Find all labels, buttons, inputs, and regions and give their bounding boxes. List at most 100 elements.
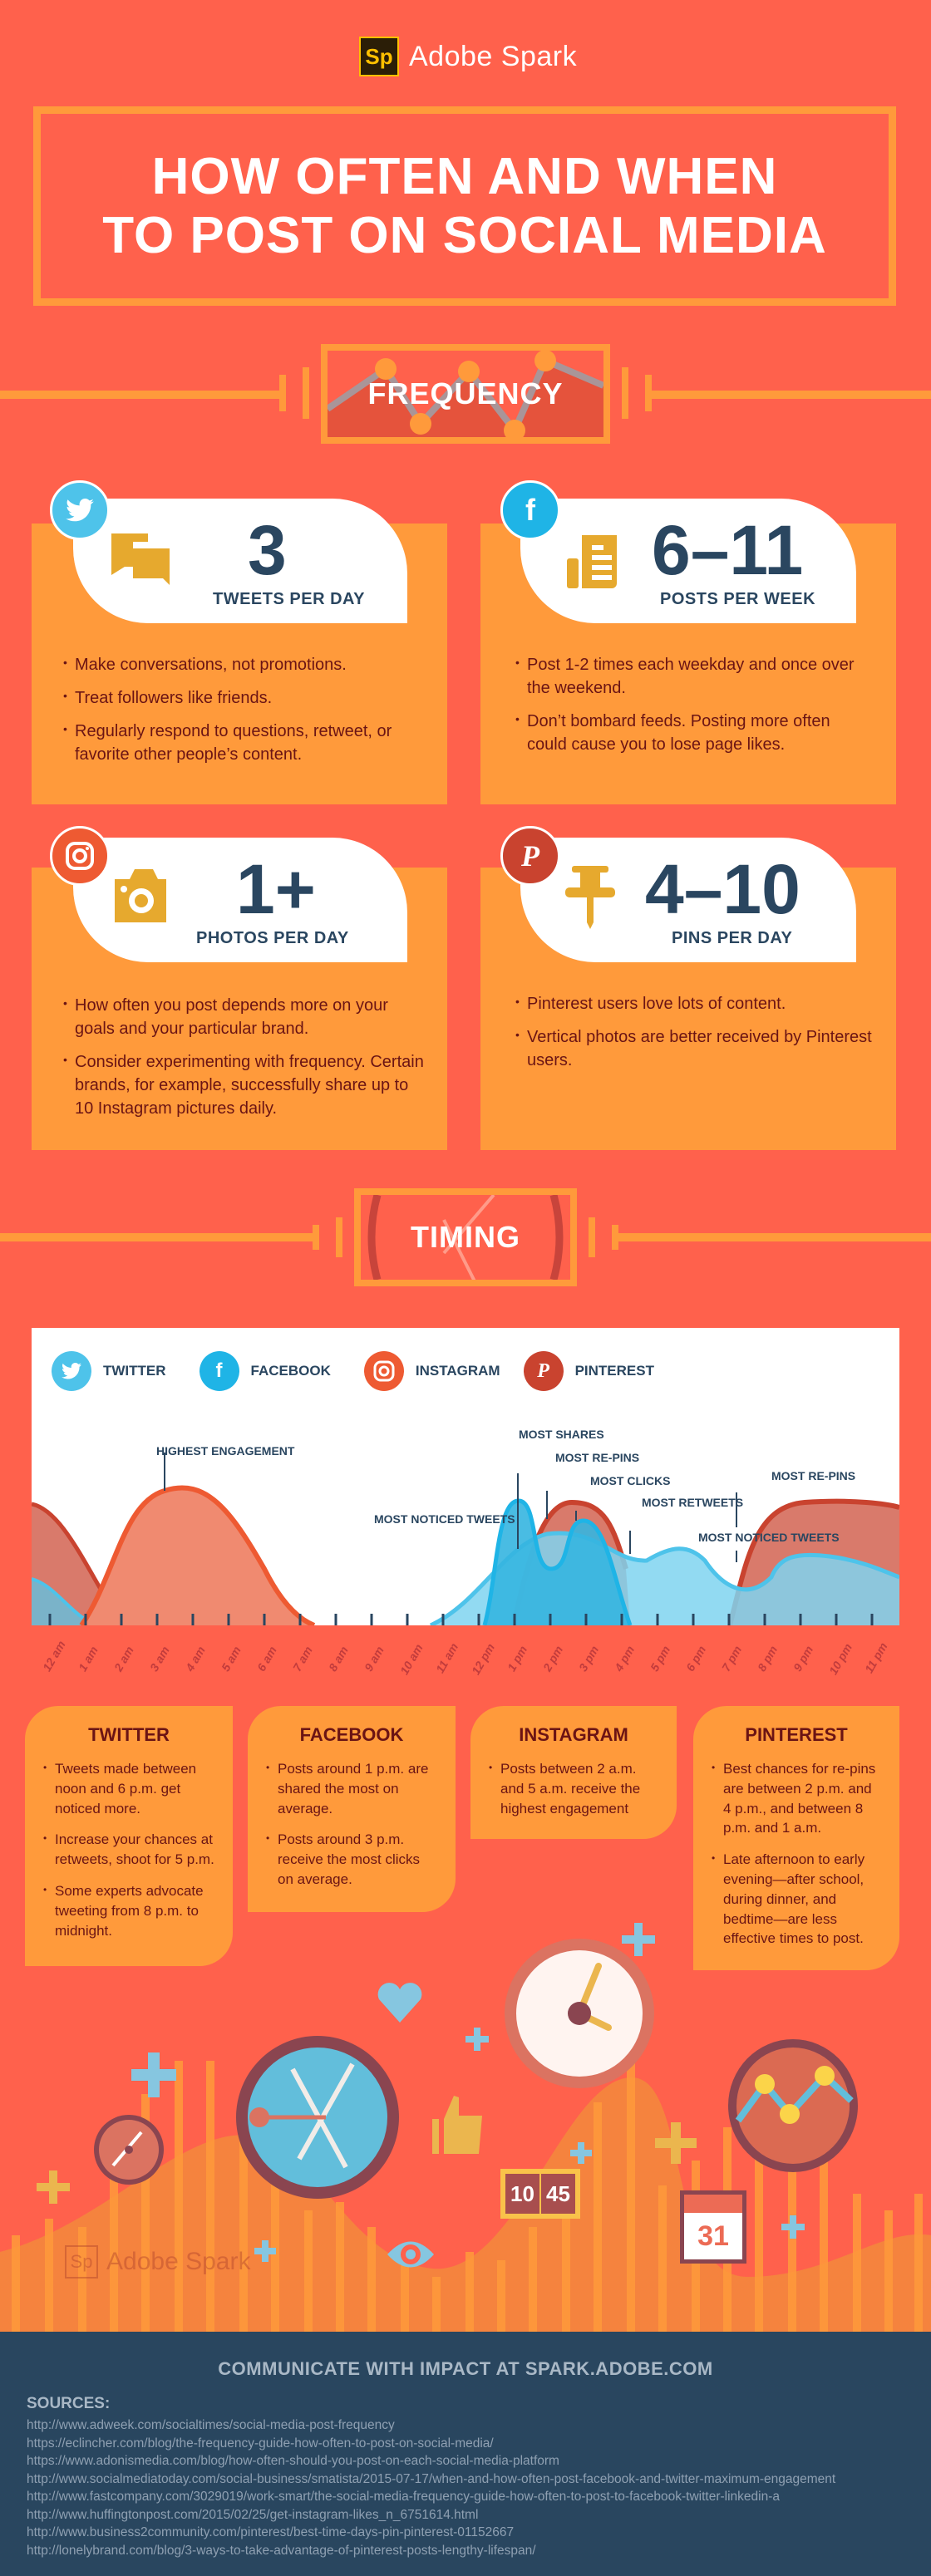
x-label: 7 pm (719, 1643, 745, 1674)
bullet: Treat followers like friends. (63, 686, 421, 710)
legend-label: FACEBOOK (250, 1363, 331, 1379)
x-axis-ticks (32, 1610, 899, 1625)
flip-clock-hours: 10 (505, 2174, 539, 2214)
annotation-highest-engagement: HIGHEST ENGAGEMENT (156, 1444, 295, 1458)
source-link[interactable]: http://www.adweek.com/socialtimes/social… (27, 2418, 395, 2432)
plus-icon (622, 1923, 655, 1956)
footer-cta-link[interactable]: COMMUNICATE WITH IMPACT AT SPARK.ADOBE.C… (218, 2358, 713, 2379)
pinterest-glyph: P (521, 839, 539, 873)
tip: Tweets made between noon and 6 p.m. get … (43, 1759, 214, 1818)
source-link[interactable]: http://www.business2community.com/pinter… (27, 2525, 515, 2539)
tip-card-title: TWITTER (88, 1724, 170, 1745)
timing-label-box: TIMING (354, 1188, 577, 1286)
pushpin-icon (565, 866, 615, 933)
annotation-most-retweets: MOST RETWEETS (642, 1496, 744, 1509)
annotation-most-shares: MOST SHARES (519, 1428, 604, 1441)
x-label: 5 pm (648, 1643, 673, 1674)
divider-right (615, 1233, 931, 1241)
bullet: Make conversations, not promotions. (63, 653, 421, 676)
legend-item-twitter: TWITTER (52, 1351, 166, 1391)
facebook-icon: f (199, 1351, 239, 1391)
stat-number-pinterest: 4–10 (645, 850, 800, 928)
tip: Posts around 3 p.m. receive the most cli… (266, 1830, 437, 1889)
legend-item-facebook: f FACEBOOK (199, 1351, 331, 1391)
timing-chart-panel: TWITTER f FACEBOOK INSTAGRAM P PINTEREST (32, 1328, 899, 1625)
stat-unit-pinterest: PINS PER DAY (672, 929, 793, 947)
chart-legend: TWITTER f FACEBOOK INSTAGRAM P PINTEREST (52, 1351, 676, 1391)
bullet: How often you post depends more on your … (63, 994, 429, 1040)
source-link[interactable]: https://eclincher.com/blog/the-frequency… (27, 2436, 494, 2451)
x-label: 1 pm (505, 1643, 530, 1674)
page-title-line-2: TO POST ON SOCIAL MEDIA (102, 207, 827, 264)
page-title-line-1: HOW OFTEN AND WHEN (151, 147, 778, 205)
divider-tick (303, 367, 309, 419)
camera-icon (115, 869, 168, 927)
tip: Posts around 1 p.m. are shared the most … (266, 1759, 437, 1818)
instagram-icon (50, 826, 110, 886)
x-label: 3 pm (576, 1643, 602, 1674)
pinterest-icon: P (523, 1351, 564, 1391)
plus-icon (131, 2052, 176, 2097)
source-link[interactable]: https://www.adonismedia.com/blog/how-oft… (27, 2454, 559, 2468)
instagram-icon (363, 1351, 404, 1391)
x-label: 8 am (326, 1644, 351, 1674)
x-label: 2 pm (540, 1643, 566, 1674)
annotation-most-repins-evening: MOST RE-PINS (771, 1469, 856, 1482)
x-label: 12 pm (469, 1640, 498, 1677)
source-link[interactable]: http://www.socialmediatoday.com/social-b… (27, 2471, 836, 2486)
x-label: 12 am (40, 1638, 68, 1674)
adobe-spark-badge-icon: Sp (65, 2245, 98, 2279)
trend-chart-icon (728, 2039, 858, 2172)
stat-pill-facebook: 6–11 POSTS PER WEEK (520, 499, 856, 623)
footer: COMMUNICATE WITH IMPACT AT SPARK.ADOBE.C… (0, 2332, 931, 2576)
source-link[interactable]: http://www.huffingtonpost.com/2015/02/25… (27, 2507, 479, 2522)
divider-left (0, 391, 283, 399)
pinterest-icon: P (500, 826, 560, 886)
legend-label: PINTEREST (574, 1363, 654, 1379)
chat-bubbles-icon (111, 533, 171, 592)
x-label: 4 pm (612, 1643, 638, 1674)
tip-card-title: PINTEREST (745, 1724, 848, 1745)
tip: Posts between 2 a.m. and 5 a.m. receive … (489, 1759, 658, 1818)
calendar-icon: 31 (680, 2190, 746, 2264)
divider-left (0, 1233, 316, 1241)
calendar-day: 31 (684, 2213, 742, 2259)
x-label: 1 am (76, 1644, 101, 1674)
eye-icon (387, 2241, 434, 2268)
divider-tick (279, 375, 286, 411)
tip: Some experts advocate tweeting from 8 p.… (43, 1881, 214, 1940)
twitter-frequency-bullets: Make conversations, not promotions. Trea… (63, 653, 421, 776)
tip-list: Posts between 2 a.m. and 5 a.m. receive … (489, 1759, 658, 1818)
bullet: Don’t bombard feeds. Posting more often … (515, 710, 873, 756)
x-label: 6 pm (683, 1643, 709, 1674)
stat-pill-instagram: 1+ PHOTOS PER DAY (73, 838, 407, 962)
stat-unit-twitter: TWEETS PER DAY (213, 590, 365, 608)
heart-icon (377, 1983, 422, 2023)
flip-clock-minutes: 45 (541, 2174, 575, 2214)
tip-card-title: FACEBOOK (299, 1724, 404, 1745)
facebook-glyph: f (525, 493, 535, 527)
sources-title: SOURCES: (27, 2395, 111, 2412)
tip: Late afternoon to early evening—after sc… (712, 1850, 881, 1949)
divider-tick (622, 367, 628, 419)
bullet: Pinterest users love lots of content. (515, 992, 881, 1015)
brand-logo: Sp Adobe Spark (359, 37, 577, 76)
facebook-frequency-bullets: Post 1-2 times each weekday and once ove… (515, 653, 873, 766)
x-label: 6 am (254, 1644, 279, 1674)
tip-list: Posts around 1 p.m. are shared the most … (266, 1759, 437, 1890)
timing-area-chart (32, 1453, 899, 1625)
x-label: 2 am (111, 1644, 136, 1674)
stat-unit-facebook: POSTS PER WEEK (660, 590, 816, 608)
adobe-spark-badge-icon: Sp (359, 37, 399, 76)
stat-number-instagram: 1+ (236, 850, 316, 928)
flip-clock-icon: 10 45 (500, 2169, 580, 2219)
tip-list: Tweets made between noon and 6 p.m. get … (43, 1759, 214, 1940)
tip-card-pinterest: PINTEREST Best chances for re-pins are b… (693, 1706, 899, 1970)
source-link[interactable]: http://www.fastcompany.com/3029019/work-… (27, 2490, 780, 2504)
compass-icon (94, 2115, 164, 2185)
divider-tick (313, 1225, 319, 1250)
tip-card-facebook: FACEBOOK Posts around 1 p.m. are shared … (248, 1706, 456, 1912)
source-link[interactable]: http://lonelybrand.com/blog/3-ways-to-ta… (27, 2543, 536, 2558)
twitter-icon (52, 1351, 91, 1391)
annotation-most-repins: MOST RE-PINS (555, 1451, 640, 1464)
